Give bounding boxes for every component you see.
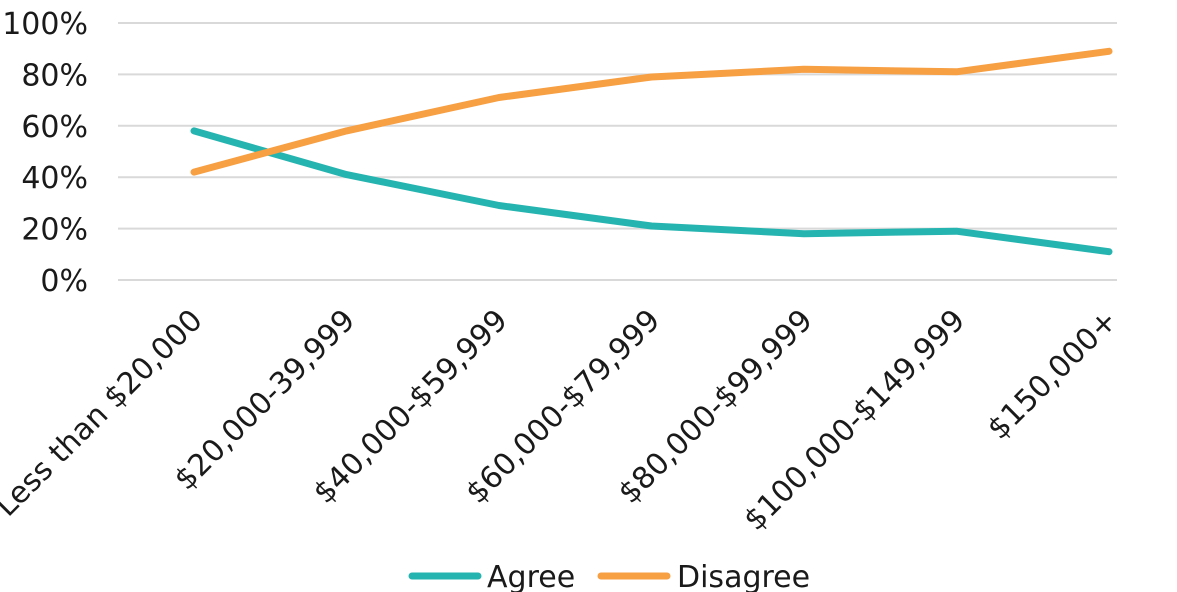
- y-tick-label: 0%: [40, 264, 88, 299]
- y-axis-tick-labels: 0% 20% 40% 60% 80% 100%: [2, 7, 88, 299]
- legend: Agree Disagree: [408, 560, 810, 592]
- y-tick-label: 100%: [2, 7, 88, 42]
- legend-label-disagree: Disagree: [677, 560, 810, 592]
- y-tick-label: 40%: [21, 161, 88, 196]
- series-line-agree: [190, 127, 1113, 256]
- gridlines: [118, 22, 1117, 281]
- x-axis-tick-labels: Less than $20,000$20,000-39,999$40,000-$…: [0, 303, 1125, 538]
- legend-label-agree: Agree: [487, 560, 575, 592]
- y-tick-label: 60%: [21, 110, 88, 145]
- series-line-disagree: [190, 47, 1113, 176]
- y-tick-label: 80%: [21, 58, 88, 93]
- series-lines: [190, 47, 1113, 256]
- y-tick-label: 20%: [21, 213, 88, 248]
- x-tick-label: $150,000+: [981, 303, 1125, 447]
- x-tick-label: Less than $20,000: [0, 303, 210, 524]
